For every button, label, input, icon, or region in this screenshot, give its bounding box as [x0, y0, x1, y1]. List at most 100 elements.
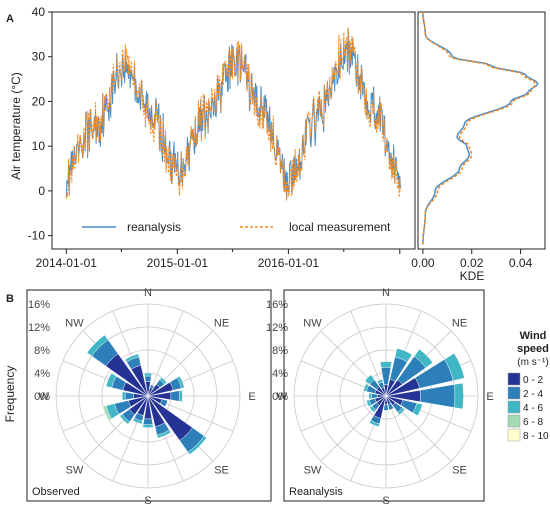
- reanalysis-line: [65, 27, 402, 200]
- direction-label: SW: [304, 465, 322, 477]
- rose-wedge: [124, 353, 140, 363]
- rose-wedge: [368, 392, 373, 400]
- panel-a-ylabel: Air temperature (°C): [9, 72, 23, 180]
- wind-legend-title-2: speed: [517, 343, 549, 355]
- radial-tick-label: 0%: [272, 391, 288, 403]
- y-tick-label: -10: [28, 229, 46, 243]
- direction-label: W: [39, 391, 50, 403]
- rose-wedge: [376, 378, 384, 385]
- speed-swatch: [507, 400, 521, 414]
- rose-wedge: [368, 420, 380, 428]
- rose-wedge: [380, 361, 392, 368]
- kde-x-ticks: 0.00 0.02 0.04: [411, 249, 533, 270]
- speed-label: 2 - 4: [523, 389, 543, 400]
- radial-tick-label: 8%: [34, 345, 50, 357]
- rose-wedge: [124, 391, 135, 401]
- rose-wedge: [143, 372, 153, 377]
- rose-wedge: [363, 383, 370, 392]
- kde-local-line: [422, 12, 537, 245]
- rose-wedge: [156, 429, 172, 439]
- direction-label: S: [382, 495, 389, 507]
- radial-tick-label: 4%: [34, 368, 50, 380]
- kde-series: [422, 12, 539, 245]
- direction-label: NE: [452, 317, 467, 329]
- rose-wedge: [453, 382, 464, 410]
- reanalysis-rose-frame: [283, 289, 485, 502]
- direction-label: NW: [65, 317, 84, 329]
- rose-wedge: [144, 375, 152, 383]
- rose-wedge: [142, 418, 154, 426]
- rose-wedge: [149, 384, 155, 389]
- kde-xlabel: KDE: [460, 269, 485, 283]
- rose-wedge: [397, 407, 405, 415]
- rose-wedge: [419, 384, 456, 408]
- panel-a-label: A: [6, 13, 14, 25]
- reanalysis-rose-label: Reanalysis: [289, 486, 343, 498]
- rose-wedge: [394, 348, 413, 363]
- direction-label: SE: [214, 465, 229, 477]
- kde-reanalysis-line: [422, 12, 539, 245]
- panel-a-series: [65, 27, 402, 201]
- direction-label: SE: [452, 465, 467, 477]
- speed-label: 6 - 8: [523, 417, 543, 428]
- rose-wedge: [387, 403, 394, 411]
- rose-wedge: [86, 334, 109, 357]
- direction-label: E: [486, 391, 493, 403]
- local-measurement-line: [65, 27, 402, 201]
- legend-local-label: local measurement: [289, 220, 391, 234]
- speed-label: 8 - 10: [523, 431, 549, 442]
- rose-wedge: [105, 372, 117, 388]
- rose-wedge: [132, 417, 143, 425]
- rose-wedge: [178, 390, 183, 402]
- rose-wedge: [159, 377, 167, 385]
- y-tick-label: 10: [32, 139, 46, 153]
- speed-swatch: [507, 414, 521, 428]
- direction-label: S: [144, 495, 151, 507]
- panel-b-ylabel: Frequency: [3, 366, 17, 423]
- rose-wedge: [412, 402, 423, 417]
- rose-wedge: [170, 390, 180, 402]
- speed-swatch: [507, 372, 521, 386]
- kde-tick-label: 0.04: [509, 256, 533, 270]
- rose-wedge: [364, 374, 375, 385]
- panel-a-y-ticks: 40 30 20 10 0 -10: [28, 5, 52, 243]
- kde-plot-frame: [417, 11, 546, 250]
- radial-tick-label: 0%: [34, 391, 50, 403]
- wind-legend-title-1: Wind: [520, 330, 547, 342]
- y-tick-label: 0: [38, 184, 45, 198]
- observed-wind-rose: 16% 12% 8% 4% 0% N NE E SE S SW W NW: [28, 287, 256, 507]
- x-tick-label: 2014-01-01: [36, 256, 98, 270]
- rose-wedge: [371, 393, 378, 399]
- rose-wedge: [121, 391, 126, 401]
- angular-gridline: [147, 310, 184, 397]
- radial-tick-label: 12%: [28, 322, 50, 334]
- rose-wedge: [176, 375, 185, 389]
- direction-label: W: [277, 391, 288, 403]
- speed-label: 4 - 6: [523, 403, 543, 414]
- radial-tick-label: 16%: [28, 299, 50, 311]
- y-tick-label: 20: [32, 94, 46, 108]
- y-tick-label: 30: [32, 50, 46, 64]
- wind-speed-legend: 0 - 2 2 - 4 4 - 6 6 - 8 8 - 10: [507, 372, 549, 442]
- angular-gridline: [385, 395, 422, 482]
- rose-wedge: [159, 398, 168, 407]
- direction-label: NW: [303, 317, 322, 329]
- panel-a-x-ticks: 2014-01-01 2015-01-01 2016-01-01: [36, 249, 401, 270]
- observed-rose-label: Observed: [32, 486, 80, 498]
- legend-reanalysis-label: reanalysis: [127, 220, 181, 234]
- rose-wedge: [366, 399, 372, 407]
- rose-wedge: [444, 353, 465, 381]
- reanalysis-wind-rose: 16% 12% 8% 4% 0% N NE E SE S SW W NW: [266, 287, 494, 507]
- direction-label: SW: [66, 465, 84, 477]
- rose-wedge: [414, 348, 434, 368]
- kde-tick-label: 0.02: [460, 256, 484, 270]
- wind-legend-unit: (m s⁻¹): [517, 357, 548, 368]
- kde-tick-label: 0.00: [411, 256, 435, 270]
- rose-wedge: [119, 414, 130, 425]
- direction-label: E: [248, 391, 255, 403]
- direction-label: NE: [214, 317, 229, 329]
- x-tick-label: 2015-01-01: [147, 256, 209, 270]
- rose-wedge: [369, 405, 377, 413]
- y-tick-label: 40: [32, 5, 46, 19]
